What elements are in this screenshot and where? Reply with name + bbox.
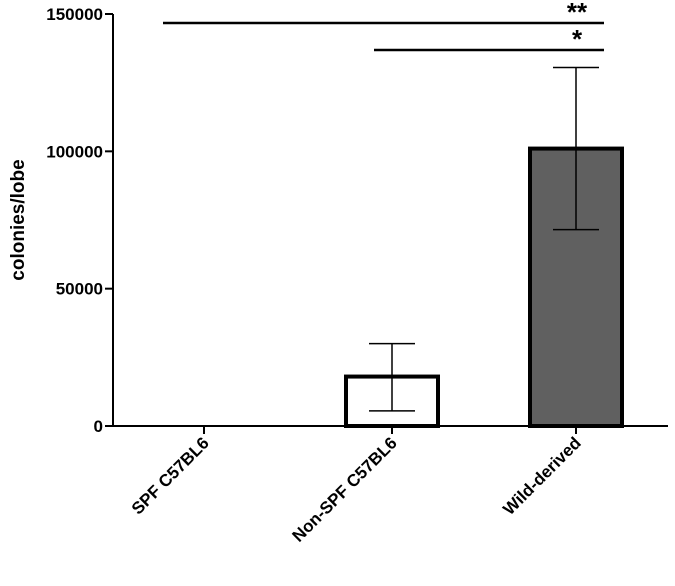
significance-label: ** bbox=[567, 0, 588, 27]
significance-label: * bbox=[572, 24, 583, 54]
x-tick-label: Non-SPF C57BL6 bbox=[289, 433, 401, 545]
y-tick-label: 100000 bbox=[46, 142, 103, 161]
y-tick-label: 50000 bbox=[56, 280, 103, 299]
y-tick-label: 0 bbox=[94, 417, 103, 436]
significance-brackets: *** bbox=[163, 0, 604, 54]
x-tick-label: Wild-derived bbox=[499, 433, 584, 518]
x-tick-label: SPF C57BL6 bbox=[128, 433, 213, 518]
y-tick-label: 150000 bbox=[46, 5, 103, 24]
y-axis-title: colonies/lobe bbox=[8, 159, 29, 280]
bars bbox=[344, 146, 624, 428]
error-bars bbox=[369, 66, 599, 412]
